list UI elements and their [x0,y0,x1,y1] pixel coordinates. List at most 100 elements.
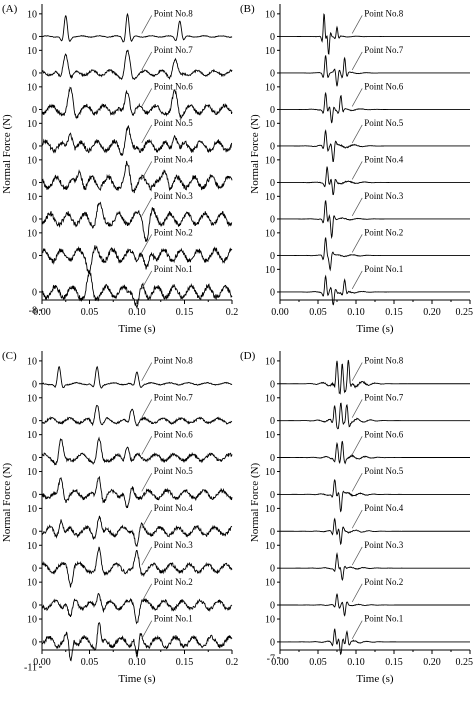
series-point-no-1: 10 0 -11 Point No.1 [24,614,233,674]
annotation-leader [351,15,363,34]
x-axis-title: Time (s) [118,323,156,335]
series-point-no-4: 10 0 Point No.4 [265,154,470,196]
annotation-leader [351,362,363,381]
y-tick-label: 0 [32,68,37,79]
series-label: Point No.8 [364,356,404,366]
y-tick-label: 10 [265,82,275,93]
trace-line [280,478,470,513]
annotation-leader [351,509,363,529]
panel-a: (A) 0.00 0.05 0.10 0.15 0.2 Time (s) Normal For… [1,3,238,335]
y-tick-label: 0 [32,287,37,298]
series-label: Point No.5 [154,118,194,128]
y-tick-label: 10 [27,228,37,239]
series-label: Point No.4 [154,503,194,513]
annotation-leader [141,362,153,381]
series-point-no-6: 10 0 Point No.6 [265,81,470,124]
series-label: Point No.4 [364,154,404,164]
y-tick-label: 10 [27,119,37,130]
y-tick-label: 10 [27,393,37,404]
series-point-no-8: 10 0 Point No.8 [27,8,233,43]
series-label: Point No.1 [154,264,193,274]
x-tick-label: 0.00 [271,657,289,668]
trace-line [280,440,470,465]
trace-line [41,546,233,588]
series-point-no-4: 10 0 Point No.4 [265,503,470,546]
annotation-leader [351,197,363,217]
y-tick-label: 10 [265,356,275,367]
x-tick-label: 0.25 [456,657,474,668]
trace-line [280,274,470,306]
y-tick-label: 10 [265,504,275,515]
y-tick-label: 10 [27,430,37,441]
y-tick-label: 0 [270,527,275,538]
series-point-no-3: 10 0 Point No.3 [27,191,233,242]
series-point-no-7: 10 0 Point No.7 [265,45,470,87]
series-label: Point No.8 [154,356,194,366]
y-tick-label: 0 [270,287,275,298]
annotation-leader [141,197,153,217]
series-point-no-3: 10 0 Point No.3 [27,540,233,588]
series-point-no-3: 10 0 Point No.3 [265,191,470,240]
series-point-no-6: 10 0 Point No.6 [27,81,233,120]
y-tick-label: 10 [27,467,37,478]
x-tick-label: 0.15 [385,307,403,318]
trace-line [41,49,233,81]
series-point-no-2: 10 0 Point No.2 [27,577,233,625]
y-tick-label: 0 [32,214,37,225]
series-point-no-2: 10 0 Point No.2 [27,227,233,274]
annotation-leader [351,399,363,418]
y-tick-label: 10 [27,615,37,626]
x-axis-title: Time (s) [356,673,394,685]
x-tick-label: 0.10 [347,657,365,668]
trace-line [280,628,470,656]
series-point-no-5: 10 0 Point No.5 [265,118,470,163]
y-tick-label: 10 [265,541,275,552]
annotation-leader [141,546,153,566]
x-tick-label: 0.00 [33,657,51,668]
trace-line [41,365,233,389]
x-tick-label: 0.00 [271,307,289,318]
x-tick-label: 0.2 [226,307,239,318]
x-tick-label: 0.20 [423,307,441,318]
annotation-leader [351,51,363,71]
panel-b: (B) 0.00 0.05 0.10 0.15 0.20 0.25 Time (s) Norma… [240,3,473,335]
x-tick-label: 0.25 [456,307,474,318]
panel-d: (D) 0.00 0.05 0.10 0.15 0.20 0.25 Time (s) Norma… [240,350,473,685]
trace-line [41,592,233,625]
series-label: Point No.3 [364,540,404,550]
annotation-leader [351,161,363,180]
y-tick-label: 10 [265,467,275,478]
series-label: Point No.1 [364,264,403,274]
series-label: Point No.3 [154,191,194,201]
series-point-no-5: 10 0 Point No.5 [265,466,470,513]
series-label: Point No.5 [364,118,404,128]
annotation-leader [351,436,363,455]
y-tick-label: 0 [270,32,275,43]
y-tick-label: -8 [29,306,37,317]
series-point-no-7: 10 0 Point No.7 [27,392,233,427]
y-axis-title: Normal Force (N) [249,114,261,194]
y-tick-label: 0 [270,453,275,464]
series-point-no-5: 10 0 Point No.5 [27,118,233,157]
trace-line [41,515,233,547]
x-tick-label: 0.05 [81,657,99,668]
trace-line [280,402,470,430]
y-tick-label: 10 [265,9,275,20]
y-tick-label: 10 [265,155,275,166]
y-tick-label: 10 [27,541,37,552]
series-label: Point No.5 [364,466,404,476]
series-point-no-1: 0 -8 Point No.1 [29,264,233,317]
series-point-no-8: 10 0 Point No.8 [265,8,470,55]
y-tick-label: 0 [270,251,275,262]
y-axis-title: Normal Force (N) [1,114,13,194]
x-axis-title: Time (s) [118,673,156,685]
series-label: Point No.4 [364,503,404,513]
panel-label: (C) [2,350,17,362]
y-tick-label: 0 [270,214,275,225]
x-tick-label: 0.15 [176,657,194,668]
y-tick-label: 0 [270,105,275,116]
series-point-no-1: 10 0 -7 Point No.1 [265,614,470,664]
y-tick-label: 0 [270,178,275,189]
x-tick-label: 0.10 [347,307,365,318]
